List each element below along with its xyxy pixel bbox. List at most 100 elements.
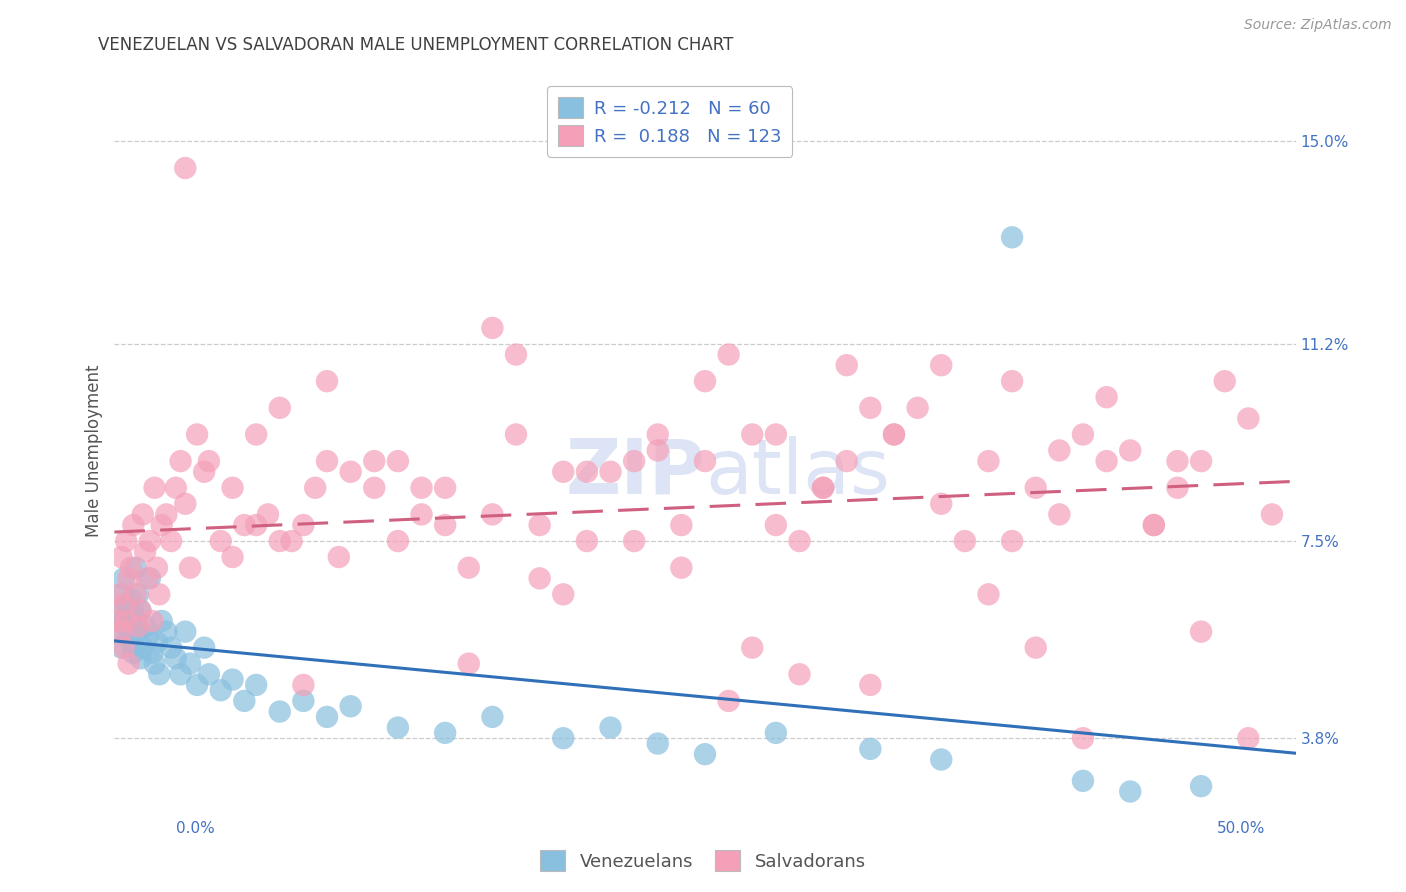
- Point: [859, 678, 882, 692]
- Point: [883, 427, 905, 442]
- Point: [132, 640, 155, 655]
- Point: [134, 545, 156, 559]
- Point: [1095, 390, 1118, 404]
- Point: [269, 705, 291, 719]
- Point: [553, 587, 575, 601]
- Point: [292, 518, 315, 533]
- Point: [623, 454, 645, 468]
- Point: [741, 640, 763, 655]
- Point: [835, 358, 858, 372]
- Text: VENEZUELAN VS SALVADORAN MALE UNEMPLOYMENT CORRELATION CHART: VENEZUELAN VS SALVADORAN MALE UNEMPLOYME…: [98, 36, 734, 54]
- Legend: Venezuelans, Salvadorans: Venezuelans, Salvadorans: [533, 843, 873, 879]
- Point: [209, 683, 232, 698]
- Point: [553, 731, 575, 746]
- Point: [115, 598, 138, 612]
- Point: [553, 465, 575, 479]
- Point: [117, 571, 139, 585]
- Point: [124, 614, 146, 628]
- Point: [859, 742, 882, 756]
- Point: [139, 534, 162, 549]
- Point: [148, 587, 170, 601]
- Point: [292, 694, 315, 708]
- Point: [1071, 427, 1094, 442]
- Point: [316, 710, 339, 724]
- Point: [146, 560, 169, 574]
- Point: [835, 454, 858, 468]
- Point: [209, 534, 232, 549]
- Point: [363, 481, 385, 495]
- Point: [1237, 411, 1260, 425]
- Point: [505, 427, 527, 442]
- Point: [193, 465, 215, 479]
- Point: [741, 427, 763, 442]
- Point: [169, 454, 191, 468]
- Point: [117, 657, 139, 671]
- Point: [269, 401, 291, 415]
- Point: [280, 534, 302, 549]
- Point: [457, 560, 479, 574]
- Point: [120, 635, 142, 649]
- Point: [257, 508, 280, 522]
- Point: [1095, 454, 1118, 468]
- Point: [146, 635, 169, 649]
- Point: [134, 619, 156, 633]
- Point: [245, 427, 267, 442]
- Point: [1166, 454, 1188, 468]
- Point: [316, 374, 339, 388]
- Point: [1261, 508, 1284, 522]
- Point: [1189, 779, 1212, 793]
- Point: [765, 427, 787, 442]
- Point: [765, 726, 787, 740]
- Point: [811, 481, 834, 495]
- Point: [179, 560, 201, 574]
- Point: [363, 454, 385, 468]
- Point: [481, 321, 503, 335]
- Point: [789, 534, 811, 549]
- Point: [115, 614, 138, 628]
- Point: [693, 374, 716, 388]
- Point: [411, 481, 433, 495]
- Point: [108, 624, 131, 639]
- Point: [105, 603, 128, 617]
- Point: [387, 534, 409, 549]
- Point: [575, 465, 598, 479]
- Point: [120, 560, 142, 574]
- Point: [165, 651, 187, 665]
- Point: [765, 518, 787, 533]
- Point: [110, 587, 132, 601]
- Point: [115, 619, 138, 633]
- Point: [316, 454, 339, 468]
- Point: [1189, 454, 1212, 468]
- Point: [481, 508, 503, 522]
- Point: [129, 651, 152, 665]
- Point: [141, 614, 163, 628]
- Point: [143, 657, 166, 671]
- Point: [481, 710, 503, 724]
- Point: [136, 630, 159, 644]
- Point: [1213, 374, 1236, 388]
- Point: [647, 427, 669, 442]
- Text: atlas: atlas: [704, 436, 890, 510]
- Point: [1001, 534, 1024, 549]
- Point: [233, 518, 256, 533]
- Point: [122, 603, 145, 617]
- Point: [859, 401, 882, 415]
- Point: [143, 481, 166, 495]
- Point: [127, 619, 149, 633]
- Point: [1071, 731, 1094, 746]
- Point: [115, 534, 138, 549]
- Point: [599, 465, 621, 479]
- Point: [977, 454, 1000, 468]
- Point: [339, 465, 361, 479]
- Point: [693, 747, 716, 762]
- Point: [1001, 230, 1024, 244]
- Point: [141, 646, 163, 660]
- Point: [953, 534, 976, 549]
- Point: [105, 614, 128, 628]
- Point: [269, 534, 291, 549]
- Point: [186, 678, 208, 692]
- Point: [1047, 508, 1070, 522]
- Text: ZIP: ZIP: [565, 436, 704, 510]
- Point: [174, 161, 197, 175]
- Point: [112, 598, 135, 612]
